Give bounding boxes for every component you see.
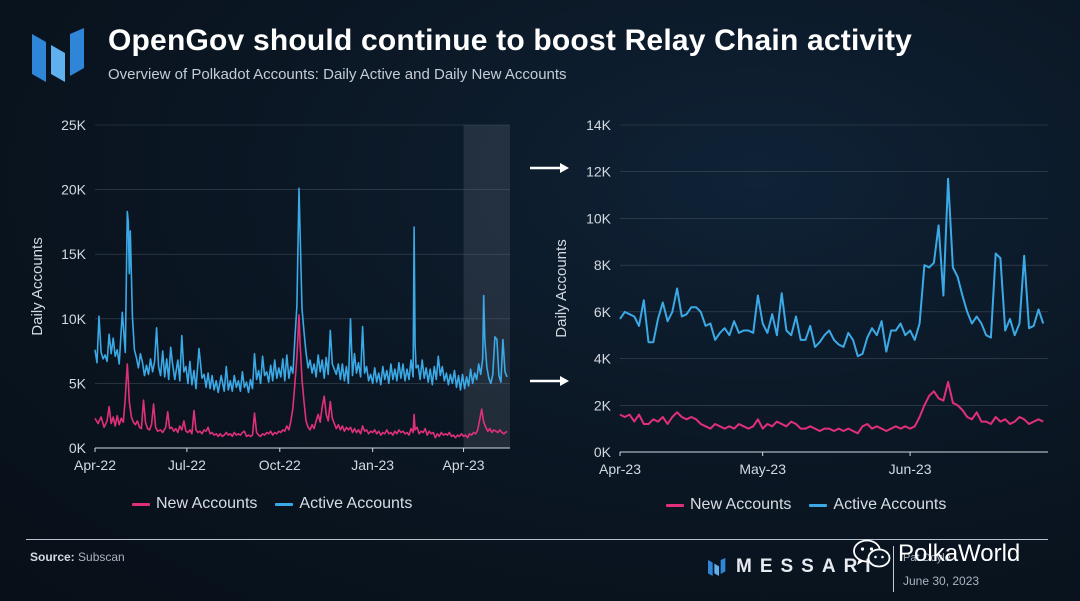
y-tick-label: 10K xyxy=(586,210,612,226)
y-tick-label: 14K xyxy=(586,117,612,133)
y-tick-label: 15K xyxy=(61,246,87,262)
y-tick-label: 12K xyxy=(586,164,612,180)
legend-item-active: Active Accounts xyxy=(275,495,412,513)
y-tick-label: 5K xyxy=(69,375,87,391)
messari-wordmark: MESSARI xyxy=(736,556,879,577)
arrow-right-icon xyxy=(530,163,569,173)
polkaworld-watermark: PolkaWorld xyxy=(852,538,1020,570)
legend-item-new: New Accounts xyxy=(132,495,257,513)
y-tick-label: 10K xyxy=(61,311,87,327)
legend-swatch-new xyxy=(666,503,684,507)
series-line-active-accounts xyxy=(619,177,1045,358)
legend-label-new: New Accounts xyxy=(690,496,792,513)
legend-swatch-new xyxy=(132,502,150,506)
x-tick-label: Apr-23 xyxy=(599,461,641,477)
x-tick-label: Jan-23 xyxy=(351,457,394,473)
legend-right: New Accounts Active Accounts xyxy=(666,496,964,514)
legend-label-active: Active Accounts xyxy=(299,495,413,512)
y-tick-label: 25K xyxy=(61,117,87,133)
legend-item-active: Active Accounts xyxy=(809,496,946,514)
y-tick-label: 20K xyxy=(61,182,87,198)
source-value: Subscan xyxy=(78,550,125,564)
page-subtitle: Overview of Polkadot Accounts: Daily Act… xyxy=(108,66,567,83)
publish-date: June 30, 2023 xyxy=(903,574,980,588)
series-line-active-accounts xyxy=(94,187,508,394)
author-name: Pat Doyle xyxy=(903,552,951,564)
y-axis-label: Daily Accounts xyxy=(29,237,46,335)
y-tick-label: 0K xyxy=(69,440,87,456)
x-tick-label: Jun-23 xyxy=(889,461,932,477)
y-axis-label: Daily Accounts xyxy=(553,239,570,337)
arrow-right-icon xyxy=(530,376,569,386)
messari-mark-icon xyxy=(708,558,726,576)
legend-swatch-active xyxy=(809,503,828,507)
watermark-text: PolkaWorld xyxy=(898,540,1021,567)
y-tick-label: 0K xyxy=(594,444,612,460)
y-tick-label: 2K xyxy=(594,397,612,413)
y-tick-label: 4K xyxy=(594,351,612,367)
legend-swatch-active xyxy=(275,502,294,506)
wechat-icon xyxy=(853,539,891,568)
y-tick-label: 6K xyxy=(594,304,612,320)
x-tick-label: Oct-22 xyxy=(259,457,301,473)
footer-divider xyxy=(26,539,1048,540)
messari-brand: MESSARI xyxy=(708,556,879,578)
x-tick-label: Jul-22 xyxy=(168,457,206,473)
x-tick-label: Apr-22 xyxy=(74,457,116,473)
legend-label-active: Active Accounts xyxy=(833,496,947,513)
source-label: Source: xyxy=(30,550,75,564)
series-line-new-accounts xyxy=(94,314,508,439)
highlight-band xyxy=(463,125,510,448)
messari-logo-icon xyxy=(32,28,84,82)
page-title: OpenGov should continue to boost Relay C… xyxy=(108,24,913,57)
legend-label-new: New Accounts xyxy=(156,495,258,512)
legend-item-new: New Accounts xyxy=(666,496,791,514)
legend-left: New Accounts Active Accounts xyxy=(132,495,430,513)
x-tick-label: Apr-23 xyxy=(443,457,485,473)
series-line-new-accounts xyxy=(619,380,1044,435)
x-tick-label: May-23 xyxy=(739,461,786,477)
source-note: Source: Subscan xyxy=(30,550,125,564)
footer-separator xyxy=(893,546,894,592)
y-tick-label: 8K xyxy=(594,257,612,273)
